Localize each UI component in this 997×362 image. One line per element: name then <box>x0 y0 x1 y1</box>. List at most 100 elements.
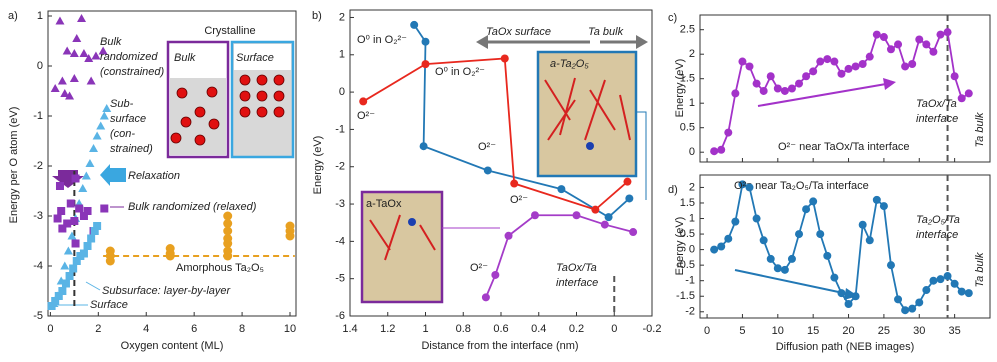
annotation: O⁰ in O₂²⁻ <box>357 34 407 46</box>
annotation: a-TaOx <box>366 198 402 210</box>
point <box>60 261 70 270</box>
point <box>50 84 60 92</box>
arrow-head <box>883 78 896 90</box>
point <box>915 298 924 307</box>
point <box>823 55 832 64</box>
x-axis-label: Oxygen content (ML) <box>121 340 224 352</box>
point <box>223 219 233 228</box>
point <box>929 47 938 56</box>
point <box>483 166 492 175</box>
point <box>223 251 233 261</box>
point <box>872 30 881 39</box>
y-tick-label: 2 <box>689 181 695 193</box>
y-tick-label: 1 <box>339 49 345 61</box>
y-tick-label: -2 <box>335 161 345 173</box>
point <box>90 227 99 235</box>
line <box>362 57 629 211</box>
point <box>908 60 917 68</box>
point <box>79 212 88 220</box>
annotation: Relaxation <box>128 170 180 182</box>
point <box>223 239 233 248</box>
point <box>98 46 108 55</box>
x-tick-label: 35 <box>949 325 961 337</box>
point <box>844 300 853 309</box>
point <box>795 79 804 88</box>
plot-frame <box>699 174 991 319</box>
point <box>55 16 65 25</box>
point <box>710 147 719 156</box>
x-tick-label: 30 <box>913 325 925 337</box>
series-label: strained) <box>110 143 153 155</box>
point <box>71 174 80 183</box>
point <box>591 205 600 214</box>
point <box>85 159 95 167</box>
point <box>738 180 747 189</box>
y-tick-label: -6 <box>335 310 345 322</box>
point <box>58 287 67 295</box>
point <box>510 179 519 188</box>
x-tick-label: 0.8 <box>456 323 471 335</box>
point <box>908 304 917 313</box>
point <box>625 194 634 203</box>
annotation: Ta bulk <box>974 252 986 288</box>
point <box>936 30 945 39</box>
point <box>731 89 740 98</box>
point <box>809 197 818 206</box>
point <box>530 211 539 220</box>
point <box>69 74 79 82</box>
point <box>223 211 233 221</box>
series-label: Bulk randomized (relaxed) <box>128 201 257 213</box>
series-label: (con- <box>110 128 135 140</box>
y-tick-label: 1 <box>689 97 695 109</box>
panel-b-decor <box>360 35 648 304</box>
y-tick-label: -1 <box>33 110 43 122</box>
point <box>421 37 430 46</box>
x-tick-label: 6 <box>191 323 197 335</box>
annotation: Crystalline <box>204 25 255 37</box>
x-tick-label: 10 <box>284 323 296 335</box>
point <box>766 254 775 263</box>
point <box>851 292 860 301</box>
series-label: randomized <box>100 51 158 63</box>
point <box>823 251 832 260</box>
structure <box>544 77 631 141</box>
annotation: interface <box>916 229 958 241</box>
point <box>55 182 64 190</box>
point <box>865 52 874 61</box>
point <box>77 14 87 22</box>
annotation: O²⁻ near Ta₂O₅/Ta interface <box>734 180 869 192</box>
y-tick-label: -2 <box>33 160 43 172</box>
point <box>964 289 973 298</box>
point <box>773 84 782 93</box>
point <box>950 72 959 81</box>
point <box>71 239 80 248</box>
point <box>710 245 719 254</box>
annotation: O²⁻ <box>357 110 375 122</box>
point <box>165 251 175 261</box>
point <box>70 217 79 225</box>
point <box>950 279 959 288</box>
annotation: TaOx/Ta <box>916 98 957 110</box>
x-axis-label: Diffusion path (NEB images) <box>776 341 915 353</box>
series-label: (constrained) <box>100 66 165 78</box>
y-tick-label: -0.5 <box>676 259 695 271</box>
y-axis-label: Energy (eV) <box>674 217 686 276</box>
annotation: Ta₂O₅/Ta <box>916 214 960 226</box>
point <box>491 270 500 279</box>
point <box>816 57 825 66</box>
point <box>53 214 62 223</box>
x-tick-label: 10 <box>772 325 784 337</box>
point <box>872 195 881 204</box>
x-tick-label: -0.2 <box>643 323 662 335</box>
point <box>886 45 895 54</box>
annotation: Ta bulk <box>974 112 986 148</box>
panel-label: c) <box>668 12 677 24</box>
point <box>802 72 811 81</box>
point <box>964 89 973 98</box>
y-tick-label: -1 <box>335 123 345 135</box>
point <box>724 128 733 137</box>
x-tick-label: 0 <box>47 323 53 335</box>
point <box>901 306 910 315</box>
trend-arrow <box>734 269 849 295</box>
